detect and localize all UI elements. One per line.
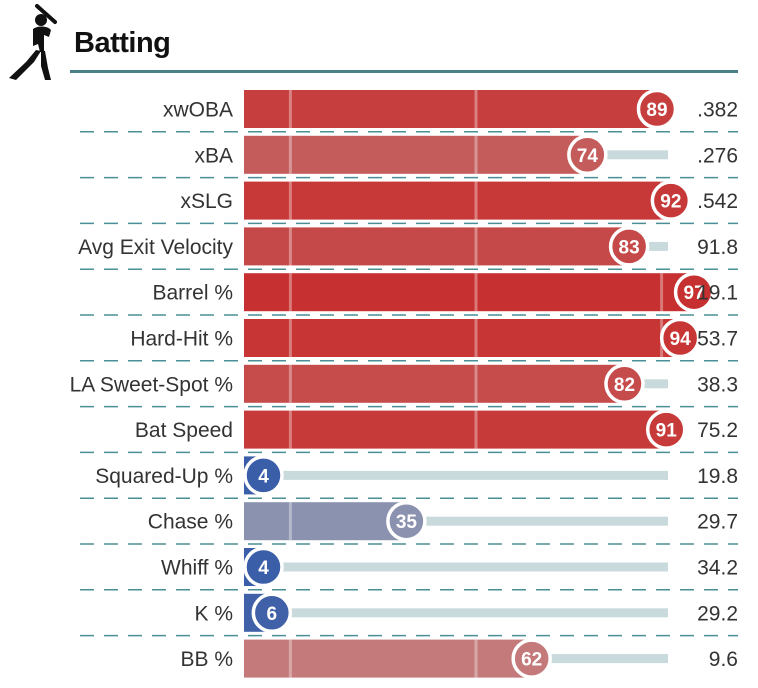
metric-row: 91 Bat Speed 75.2 [80, 409, 738, 454]
percentile-bubble-label: 4 [258, 558, 269, 579]
percentile-bubble [645, 409, 687, 450]
metric-row: 4 Whiff % 34.2 [80, 546, 738, 591]
metric-label: BB % [180, 648, 233, 671]
percentile-bar [244, 90, 657, 128]
percentile-bubble [251, 592, 293, 634]
metric-row: 97 Barrel % 19.1 [80, 271, 738, 316]
metric-value: 91.8 [697, 236, 738, 259]
percentile-bubble-label: 82 [614, 375, 635, 396]
metric-row: 74 xBA .276 [80, 134, 738, 179]
percentile-bubble [567, 134, 608, 176]
metric-value: 29.2 [697, 602, 738, 625]
percentile-bar [244, 410, 667, 449]
metric-value: .542 [697, 190, 738, 213]
metric-row: 94 Hard-Hit % 53.7 [80, 317, 738, 362]
percentile-bubble [386, 500, 427, 542]
percentile-track [244, 562, 668, 572]
percentile-bubble [511, 638, 552, 679]
percentile-bar [244, 227, 630, 266]
percentile-bubble [243, 546, 284, 588]
metric-value: 29.7 [697, 511, 738, 534]
percentile-bubble [636, 88, 678, 130]
percentile-bar [244, 639, 532, 678]
metric-value: 53.7 [697, 328, 738, 351]
percentile-bubble [673, 271, 715, 313]
metric-label: xSLG [180, 190, 233, 213]
metric-row: 35 Chase % 29.7 [80, 500, 738, 545]
percentile-bubble [659, 317, 701, 359]
metric-value: .382 [697, 99, 738, 122]
metric-row: 92 xSLG .542 [80, 180, 738, 225]
percentile-bubble-label: 92 [660, 192, 681, 213]
metric-value: 19.8 [697, 465, 738, 488]
percentile-bubble-label: 94 [670, 329, 692, 350]
metric-row: 89 xwOBA .382 [80, 88, 738, 133]
batter-silhouette-icon [9, 4, 57, 80]
metric-label: Whiff % [161, 557, 233, 580]
metric-label: Chase % [148, 511, 233, 534]
percentile-bubble [243, 455, 284, 496]
percentile-bar [244, 364, 625, 403]
percentile-track [244, 608, 668, 618]
percentile-bar [244, 135, 588, 174]
percentile-bubble [650, 180, 692, 221]
metric-label: xBA [194, 144, 233, 167]
percentile-bar [244, 181, 671, 220]
metric-row: 83 Avg Exit Velocity 91.8 [78, 226, 738, 270]
percentile-bubble-label: 74 [577, 146, 599, 167]
metric-label: K % [194, 602, 233, 625]
metric-label: Avg Exit Velocity [78, 236, 233, 259]
metric-label: Barrel % [152, 282, 233, 305]
metric-label: Squared-Up % [95, 465, 233, 488]
percentile-bubble-label: 83 [619, 237, 640, 258]
percentile-bubble [608, 226, 650, 267]
percentile-bar [244, 502, 407, 541]
percentile-bubble-label: 62 [521, 650, 542, 671]
percentile-bubble-label: 35 [396, 512, 418, 533]
section-title: Batting [74, 27, 171, 59]
metric-row: 62 BB % 9.6 [180, 638, 738, 679]
metric-value: .276 [697, 144, 738, 167]
percentile-bubble-label: 97 [684, 283, 705, 304]
metric-value: 19.1 [697, 282, 738, 305]
metric-label: xwOBA [163, 99, 233, 122]
metric-value: 9.6 [709, 648, 738, 671]
percentile-track [244, 516, 668, 526]
metric-label: Hard-Hit % [130, 328, 233, 351]
metric-value: 75.2 [697, 419, 738, 442]
metric-label: LA Sweet-Spot % [70, 373, 233, 396]
percentile-bubble-label: 6 [267, 604, 278, 625]
percentile-bubble [604, 363, 645, 405]
metric-row: 4 Squared-Up % 19.8 [80, 455, 738, 499]
metric-row: 6 K % 29.2 [80, 592, 738, 637]
percentile-bar [244, 319, 681, 357]
percentile-track [244, 470, 668, 480]
metric-value: 34.2 [697, 557, 738, 580]
percentile-bubble-label: 89 [646, 100, 667, 121]
header-rule [70, 70, 738, 73]
percentile-bubble-label: 91 [656, 421, 678, 442]
percentile-bubble-label: 4 [258, 466, 269, 487]
metric-label: Bat Speed [135, 419, 233, 442]
percentile-bar [244, 273, 695, 312]
metric-row: 82 LA Sweet-Spot % 38.3 [70, 363, 738, 408]
metric-value: 38.3 [697, 373, 738, 396]
section-header: Batting [0, 0, 758, 80]
